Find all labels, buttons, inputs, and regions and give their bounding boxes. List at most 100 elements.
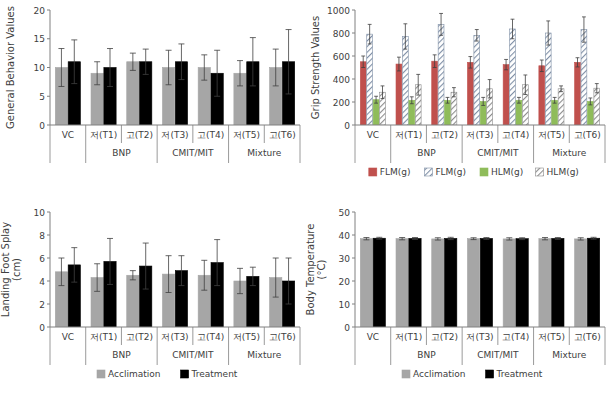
bar <box>545 33 551 125</box>
error-cap <box>433 54 437 55</box>
error-cap <box>399 239 405 240</box>
bar <box>438 24 444 125</box>
error-stem <box>168 50 169 85</box>
error-cap <box>286 258 292 259</box>
error-stem <box>288 30 289 94</box>
category-separator <box>264 327 265 345</box>
category-separator <box>192 125 193 143</box>
error-cap <box>143 243 149 244</box>
error-stem <box>132 53 133 70</box>
bar <box>432 239 444 327</box>
error-cap <box>471 239 477 240</box>
error-cap <box>94 61 100 62</box>
x-tick-label: 고(T6) <box>574 332 601 342</box>
category-separator <box>569 327 570 345</box>
category-separator <box>533 125 534 163</box>
y-tick-label: 2 <box>39 300 45 310</box>
error-bar <box>471 238 477 240</box>
error-bar <box>553 97 557 103</box>
y-tick-label: 0 <box>344 121 350 131</box>
error-bar <box>523 75 527 95</box>
plot-marks <box>360 13 599 125</box>
error-stem <box>275 49 276 86</box>
error-bar <box>374 96 378 103</box>
bar <box>503 65 509 125</box>
bar <box>402 36 408 125</box>
error-cap <box>214 50 220 51</box>
error-cap <box>237 60 243 61</box>
error-bar <box>273 49 279 86</box>
error-stem <box>434 55 435 68</box>
category-group-label: Mixture <box>552 148 586 158</box>
error-stem <box>476 30 477 42</box>
error-stem <box>512 19 513 39</box>
category-separator <box>390 327 391 365</box>
category-separator <box>355 125 356 163</box>
x-tick-label: VC <box>367 130 379 140</box>
error-bar <box>488 80 492 98</box>
bar <box>127 275 139 327</box>
error-cap <box>488 97 492 98</box>
error-cap <box>201 54 207 55</box>
error-cap <box>435 237 441 238</box>
error-bar <box>483 238 489 240</box>
figure: General Behavior Values05101520VC저(T1)고(… <box>0 0 610 405</box>
x-tick-label: 고(T2) <box>126 332 153 342</box>
error-stem <box>132 271 133 280</box>
error-cap <box>468 68 472 69</box>
bar <box>581 30 587 125</box>
legend-swatch <box>486 370 494 378</box>
error-cap <box>546 20 550 21</box>
error-stem <box>577 58 578 67</box>
bar <box>367 34 373 125</box>
error-bar <box>237 268 243 293</box>
error-cap <box>94 291 100 292</box>
x-tick-label: 고(T2) <box>126 130 153 140</box>
error-cap <box>143 49 149 50</box>
category-separator <box>533 327 534 365</box>
error-stem <box>525 75 526 95</box>
error-stem <box>489 80 490 98</box>
error-stem <box>97 264 98 292</box>
error-cap <box>178 285 184 286</box>
error-bar <box>107 49 113 87</box>
error-cap <box>416 95 420 96</box>
legend-label: Acclimation <box>413 369 465 379</box>
bar <box>360 62 366 125</box>
error-stem <box>376 96 377 103</box>
error-cap <box>481 105 485 106</box>
error-stem <box>240 61 241 86</box>
error-bar <box>107 238 113 284</box>
error-stem <box>596 84 597 93</box>
error-cap <box>273 258 279 259</box>
y-axis-label-line: Landing Foot Splay <box>0 222 11 317</box>
error-bar <box>250 267 256 285</box>
error-cap <box>237 268 243 269</box>
legend: AcclimationTreatment <box>402 369 543 379</box>
error-stem <box>411 97 412 104</box>
bar <box>587 238 599 327</box>
error-cap <box>504 59 508 60</box>
x-tick-label: VC <box>367 332 379 342</box>
error-bar <box>143 49 149 74</box>
error-cap <box>446 97 450 98</box>
error-cap <box>143 289 149 290</box>
error-stem <box>590 98 591 105</box>
error-bar <box>361 56 365 68</box>
error-cap <box>506 240 512 241</box>
bar <box>539 239 551 327</box>
x-tick-label: 고(T2) <box>431 130 458 140</box>
error-bar <box>143 243 149 289</box>
error-stem <box>204 260 205 290</box>
category-separator <box>497 125 498 143</box>
error-bar <box>130 53 136 70</box>
category-separator <box>121 125 122 143</box>
error-stem <box>548 21 549 45</box>
error-cap <box>523 94 527 95</box>
error-stem <box>447 97 448 103</box>
error-stem <box>181 44 182 80</box>
bar <box>575 239 587 327</box>
error-cap <box>130 279 136 280</box>
error-cap <box>488 79 492 80</box>
bar <box>552 238 564 327</box>
